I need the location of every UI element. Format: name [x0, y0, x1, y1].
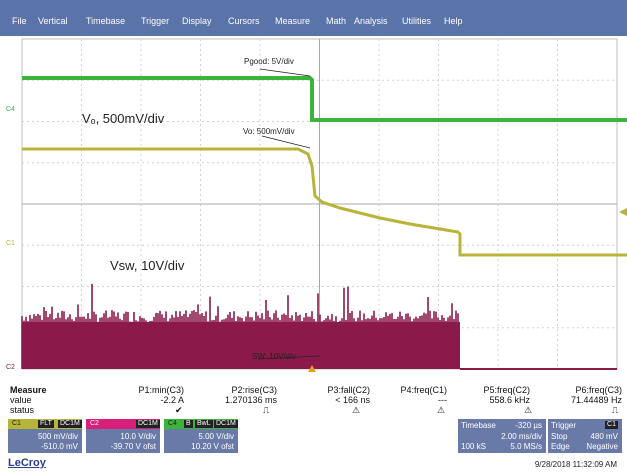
c4-tag-b: B	[184, 420, 193, 428]
waveform-icon: ⎍	[612, 405, 619, 415]
waveform-display	[21, 38, 627, 372]
timebase-descriptor[interactable]: Timebase -320 µs 2.00 ms/div 100 kS 5.0 …	[458, 419, 546, 453]
sw-scale-label: SW: 10V/div	[252, 352, 296, 361]
menu-display[interactable]: Display	[182, 16, 212, 26]
c1-descriptor-header: C1 FLT DC1M	[8, 419, 82, 429]
pgood-scale-label: Pgood: 5V/div	[244, 57, 294, 66]
timebase-delay: -320 µs	[515, 421, 542, 430]
warning-icon: ⚠	[437, 405, 446, 415]
scope-screen[interactable]: C4 C1 C2 Pgood: 5V/div Vo: 500mV/div Vₒ,…	[0, 36, 627, 373]
vo-annotation: Vₒ, 500mV/div	[82, 111, 165, 126]
p2-header[interactable]: P2:rise(C3)	[231, 385, 277, 395]
p1-value: -2.2 A	[160, 395, 184, 405]
menu-analysis[interactable]: Analysis	[354, 16, 388, 26]
trigger-descriptor[interactable]: Trigger C1 Stop 480 mV Edge Negative	[548, 419, 622, 453]
c1-scale: 500 mV/div	[37, 432, 78, 441]
timebase-scale: 2.00 ms/div	[501, 432, 542, 441]
c1-name: C1	[12, 420, 21, 427]
p2-value: 1.270136 ms	[224, 395, 277, 405]
c2-tag-dc1m: DC1M	[136, 420, 160, 428]
sw-burst-body	[22, 322, 460, 369]
c1-ground-marker: C1	[6, 240, 15, 247]
trigger-position-arrow	[308, 365, 316, 372]
trigger-level-arrow	[619, 208, 627, 216]
check-icon: ✔	[175, 405, 183, 415]
p6-value: 71.44489 Hz	[570, 395, 622, 405]
menu-cursors[interactable]: Cursors	[228, 16, 260, 26]
vsw-annotation: Vsw, 10V/div	[110, 258, 185, 273]
sw-leader	[257, 355, 321, 360]
vo-scale-label: Vo: 500mV/div	[243, 127, 295, 136]
c1-descriptor[interactable]: C1 FLT DC1M 500 mV/div -510.0 mV	[8, 419, 82, 453]
p3-header[interactable]: P3:fall(C2)	[327, 385, 370, 395]
p5-header[interactable]: P5:freq(C2)	[483, 385, 530, 395]
p6-header[interactable]: P6:freq(C3)	[575, 385, 622, 395]
timebase-samples: 100 kS	[461, 442, 486, 451]
c4-descriptor[interactable]: C4 B BwL DC1M 5.00 V/div 10.20 V ofst	[164, 419, 238, 453]
vo-leader	[261, 135, 311, 149]
timebase-label: Timebase	[461, 421, 496, 430]
trigger-label: Trigger	[551, 421, 577, 430]
pgood-leader	[259, 68, 311, 77]
menu-utilities[interactable]: Utilities	[402, 16, 432, 26]
c1-tag-flt: FLT	[38, 420, 54, 428]
trace-c1-vo	[22, 147, 627, 257]
menu-file[interactable]: File	[12, 16, 27, 26]
trigger-channel: C1	[605, 421, 618, 429]
p3-value: < 166 ns	[335, 395, 370, 405]
trace-c2-sw	[21, 283, 617, 370]
timestamp: 9/28/2018 11:32:09 AM	[534, 460, 617, 469]
c4-tag-bwl: BwL	[195, 420, 213, 428]
p1-header[interactable]: P1:min(C3)	[138, 385, 184, 395]
c1-offset: -510.0 mV	[41, 442, 78, 451]
trigger-level: 480 mV	[590, 432, 618, 441]
c2-offset: -39.70 V ofst	[110, 442, 156, 451]
p4-value: ---	[438, 395, 447, 405]
trigger-mode: Stop	[551, 432, 568, 441]
menu-vertical[interactable]: Vertical	[38, 16, 68, 26]
menu-trigger[interactable]: Trigger	[141, 16, 170, 26]
menu-math[interactable]: Math	[326, 16, 347, 26]
value-row-label: value	[10, 395, 32, 405]
warning-icon: ⚠	[524, 405, 533, 415]
trigger-slope: Negative	[586, 442, 618, 451]
c1-tag-dc1m: DC1M	[58, 420, 82, 428]
c2-scale: 10.0 V/div	[120, 432, 156, 441]
warning-icon: ⚠	[352, 405, 361, 415]
menu-timebase[interactable]: Timebase	[86, 16, 126, 26]
trigger-type: Edge	[551, 442, 570, 451]
menu-help[interactable]: Help	[444, 16, 463, 26]
measure-header: Measure	[10, 385, 47, 395]
sw-burst-spikes	[21, 283, 459, 369]
c4-descriptor-header: C4 B BwL DC1M	[164, 419, 238, 429]
trace-c4-pgood	[22, 76, 627, 122]
menu-bar: File Vertical Timebase Trigger Display C…	[0, 0, 627, 36]
waveform-icon: ⎍	[263, 405, 270, 415]
c2-name: C2	[90, 420, 99, 427]
c4-ground-marker: C4	[6, 106, 15, 113]
c2-descriptor-header: C2 DC1M	[86, 419, 160, 429]
p4-header[interactable]: P4:freq(C1)	[400, 385, 447, 395]
c2-descriptor[interactable]: C2 DC1M 10.0 V/div -39.70 V ofst	[86, 419, 160, 453]
status-row-label: status	[10, 405, 35, 415]
c4-tag-dc1m: DC1M	[214, 420, 238, 428]
p5-value: 558.6 kHz	[489, 395, 530, 405]
c4-scale: 5.00 V/div	[198, 432, 234, 441]
descriptor-bar: C1 FLT DC1M 500 mV/div -510.0 mV C2 DC1M…	[0, 419, 627, 455]
c4-name: C4	[168, 420, 177, 427]
menu-measure[interactable]: Measure	[275, 16, 311, 26]
timebase-rate: 5.0 MS/s	[510, 442, 542, 451]
brand-logo: LeCroy	[8, 457, 46, 469]
measure-table[interactable]: Measure value status P1:min(C3) P2:rise(…	[0, 374, 627, 415]
c4-offset: 10.20 V ofst	[191, 442, 234, 451]
c2-ground-marker: C2	[6, 364, 15, 371]
